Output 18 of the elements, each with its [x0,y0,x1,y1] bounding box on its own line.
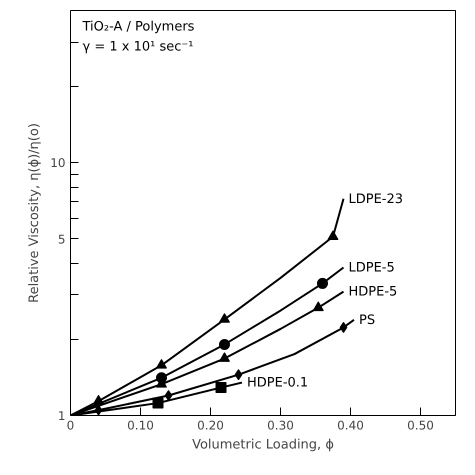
series-label: PS [359,312,376,328]
x-axis-title: Volumetric Loading, ϕ [192,438,334,452]
x-tick-label: 0 [66,418,74,432]
y-tick-label: 1 [58,409,66,423]
y-tick-label: 10 [50,156,66,170]
x-tick-label: 0.40 [337,418,364,432]
x-tick-label: 0.50 [407,418,434,432]
series-label: LDPE-23 [348,192,404,207]
annotation: TiO₂-A / Polymers [82,20,195,34]
x-tick-label: 0.20 [197,418,224,432]
x-tick-label: 0.10 [127,418,154,432]
series-label: HDPE-0.1 [247,376,308,391]
annotation: γ = 1 x 10¹ sec⁻¹ [82,40,194,54]
x-tick-label: 0.30 [267,418,294,432]
y-tick-label: 5 [58,232,66,246]
y-axis-title: Relative Viscosity, η(ϕ)/η(o) [27,123,42,303]
series-label: LDPE-5 [348,260,395,276]
series-label: HDPE-5 [348,284,398,300]
